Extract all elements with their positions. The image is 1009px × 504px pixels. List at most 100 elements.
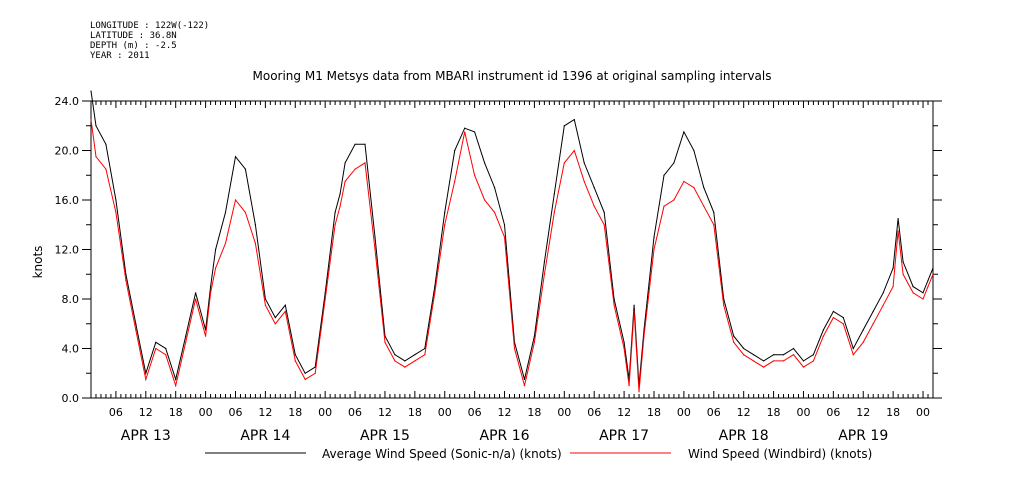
y-tick-label: 4.0 (62, 343, 80, 356)
x-tick-label: 06 (587, 406, 601, 419)
series-1-point (902, 261, 904, 263)
series-1-point (125, 273, 127, 275)
x-tick-label: 18 (647, 406, 661, 419)
metadata-block: LONGITUDE : 122W(-122) LATITUDE : 36.8N … (90, 21, 209, 61)
series-2-point (623, 347, 625, 350)
series-2-point (553, 211, 555, 213)
series-1-point (673, 162, 675, 164)
series-1-point (414, 354, 416, 356)
series-2-point (175, 385, 177, 387)
series-2-point (643, 335, 645, 337)
y-tick-label: 12.0 (55, 244, 80, 257)
series-1-point (772, 354, 775, 356)
series-2-point (812, 360, 815, 362)
series-1-point (763, 360, 765, 362)
series-2-point (852, 354, 854, 356)
x-tick-label: 00 (796, 406, 810, 419)
series-1-point (254, 224, 257, 226)
series-2-point (753, 360, 755, 362)
depth-label: DEPTH (m) : -2.5 (90, 41, 177, 51)
series-line-2 (90, 119, 934, 392)
series-1-point (483, 162, 486, 164)
series-1-point (354, 143, 356, 145)
series-2-point (603, 224, 605, 226)
series-2-point (912, 292, 914, 294)
series-2-point (314, 372, 316, 374)
series-2-point (513, 347, 516, 350)
series-1-point (693, 149, 695, 152)
series-1-point (782, 354, 785, 356)
series-1-point (543, 261, 545, 263)
series-1-point (284, 304, 286, 306)
series-1-point (264, 298, 266, 300)
series-1-point (334, 211, 336, 213)
series-2-point (284, 310, 286, 312)
series-1-point (792, 347, 795, 350)
series-2-point (434, 292, 436, 294)
series-1-point (244, 168, 247, 170)
x-day-label: APR 14 (240, 428, 290, 444)
series-2-point (743, 354, 745, 356)
series-1-point (404, 360, 406, 362)
series-1-point (802, 360, 805, 362)
series-2-point (304, 378, 306, 381)
series-1-point (444, 211, 446, 213)
series-2-point (454, 180, 456, 183)
series-2-point (324, 298, 326, 300)
series-1-point (603, 211, 605, 213)
series-2-point (932, 273, 934, 275)
longitude-label: LONGITUDE : 122W(-122) (90, 21, 210, 31)
series-1-point (195, 292, 197, 294)
x-tick-label: 06 (707, 406, 721, 419)
x-tick-label: 18 (169, 406, 183, 419)
series-2-point (339, 205, 341, 207)
x-tick-label: 18 (527, 406, 541, 419)
series-2-point (254, 242, 257, 244)
year-label: YEAR : 2011 (90, 51, 150, 61)
series-2-point (882, 304, 884, 306)
series-2-point (354, 168, 356, 170)
series-1-point (623, 341, 625, 343)
series-1-point (294, 354, 296, 356)
series-2-point (693, 187, 695, 189)
x-day-label: APR 18 (719, 428, 769, 444)
series-1-point (927, 279, 929, 282)
y-tick-label: 0.0 (62, 392, 80, 405)
series-2-point (638, 391, 640, 393)
series-2-point (115, 211, 117, 213)
series-2-point (294, 360, 296, 362)
series-1-point (593, 187, 595, 189)
series-2-point (772, 360, 775, 362)
series-2-point (862, 341, 864, 343)
series-1-point (214, 248, 217, 251)
series-1-point (892, 267, 894, 269)
series-2-point (384, 341, 386, 343)
x-day-label: APR 13 (121, 428, 171, 444)
series-1-point (224, 211, 227, 213)
series-1-point (897, 217, 899, 220)
series-2-point (135, 329, 137, 331)
series-1-point (553, 193, 555, 195)
series-2-point (414, 360, 416, 362)
series-2-point (583, 180, 585, 183)
series-2-point (922, 298, 924, 300)
series-1-point (165, 347, 167, 350)
series-2-point (723, 304, 725, 306)
series-2-point (483, 199, 486, 201)
series-2-point (613, 304, 615, 306)
series-2-point (344, 180, 346, 183)
series-1-point (573, 118, 575, 121)
x-tick-label: 00 (677, 406, 691, 419)
series-2-point (703, 205, 705, 207)
x-tick-label: 00 (916, 406, 930, 419)
x-tick-label: 00 (557, 406, 571, 419)
series-1-point (105, 143, 107, 145)
series-2-point (628, 385, 630, 387)
series-1-point (523, 378, 526, 381)
series-1-point (882, 292, 884, 294)
series-1-point (872, 310, 874, 312)
series-2-point (782, 360, 785, 362)
series-1-point (344, 162, 346, 164)
x-tick-label: 12 (856, 406, 870, 419)
series-2-point (683, 180, 685, 183)
